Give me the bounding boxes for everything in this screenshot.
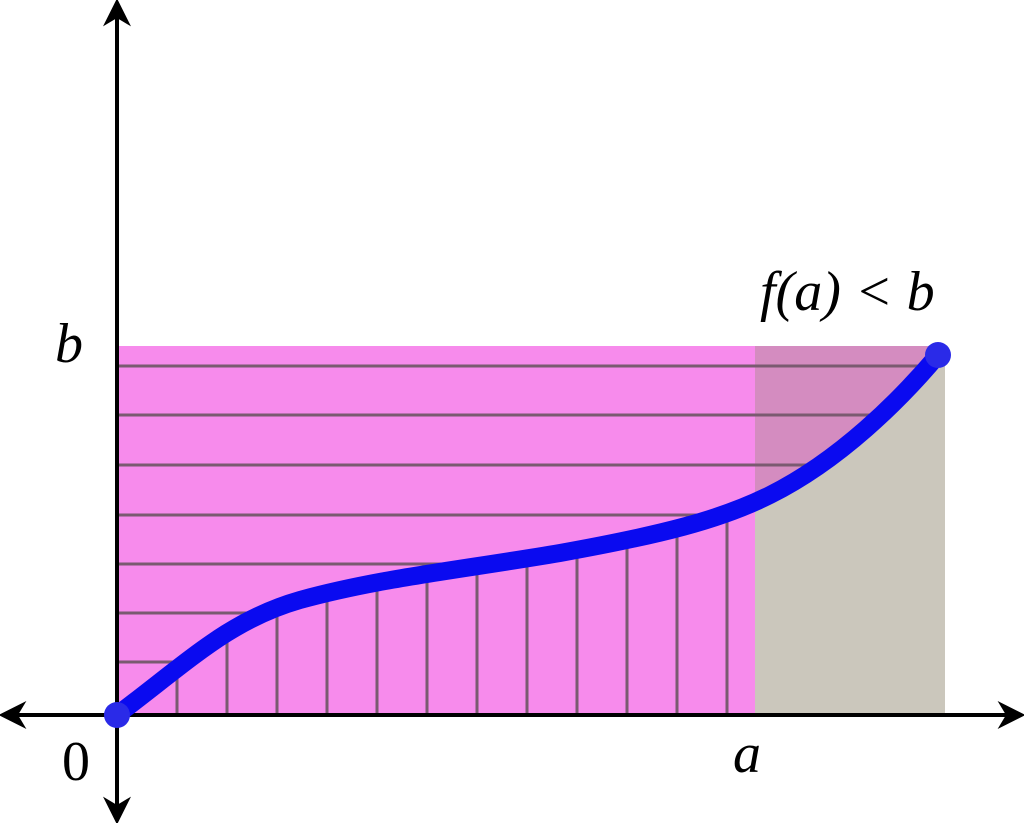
origin-label: 0 [62, 731, 90, 793]
curve [108, 346, 947, 724]
start-point [104, 702, 130, 728]
x-label: a [733, 723, 761, 785]
annotation: f(a) < b [760, 261, 935, 323]
end-point [925, 342, 951, 368]
y-label: b [55, 313, 83, 375]
